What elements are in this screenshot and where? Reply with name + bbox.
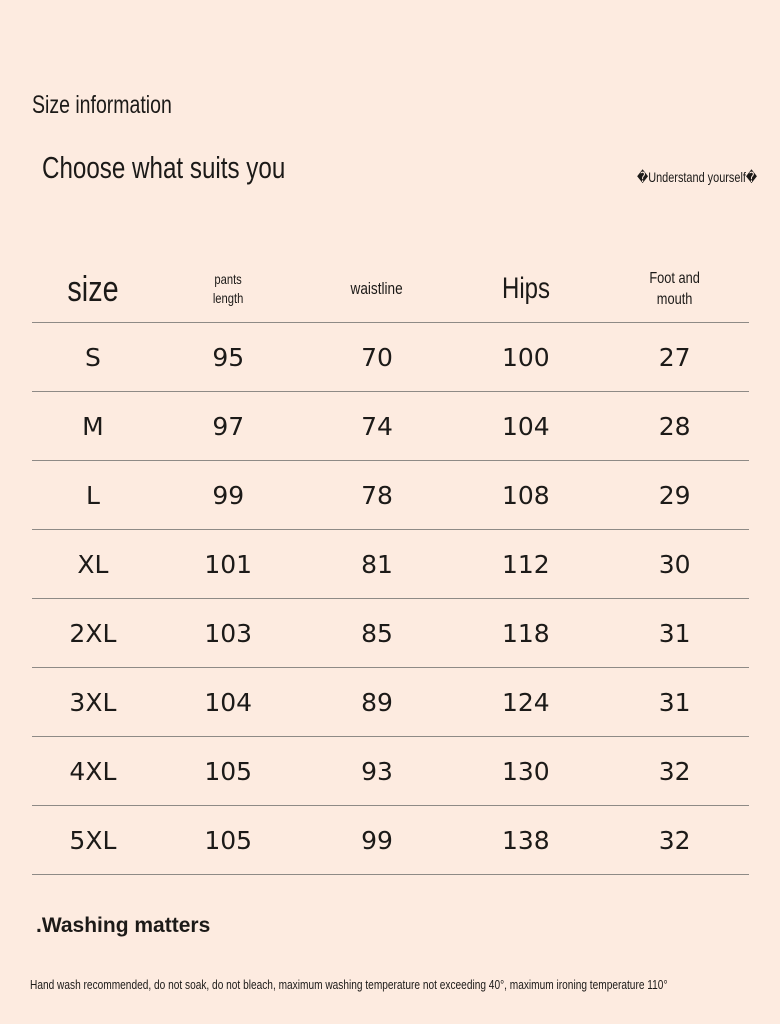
table-cell: 101 <box>204 549 253 579</box>
table-cell: 3XL <box>69 687 117 717</box>
table-row: 3XL 104 89 124 31 <box>32 668 749 737</box>
table-cell: M <box>82 411 104 441</box>
table-row: 4XL 105 93 130 32 <box>32 737 749 806</box>
column-header: Foot and mouth <box>649 269 700 308</box>
table-cell: 104 <box>501 411 550 441</box>
table-cell: L <box>85 480 100 510</box>
table-cell: 74 <box>361 411 393 441</box>
column-header: Hips <box>501 271 550 305</box>
table-row: 2XL 103 85 118 31 <box>32 599 749 668</box>
table-cell: 97 <box>212 411 245 441</box>
table-cell: 78 <box>361 480 393 510</box>
table-cell: 100 <box>501 342 550 372</box>
table-cell: 81 <box>361 549 393 579</box>
table-cell: 124 <box>501 687 550 717</box>
table-cell: 4XL <box>69 756 117 786</box>
section-title: Size information <box>32 91 172 119</box>
table-cell: S <box>84 342 101 372</box>
table-cell: 28 <box>658 411 691 441</box>
table-row: XL 101 81 112 30 <box>32 530 749 599</box>
table-cell: 32 <box>658 825 691 855</box>
table-cell: 31 <box>658 618 691 648</box>
table-header: size pants length waistline Hips Foot an… <box>32 255 749 323</box>
table-cell: 27 <box>658 342 691 372</box>
table-cell: 29 <box>658 480 691 510</box>
table-cell: 2XL <box>69 618 117 648</box>
washing-title: .Washing matters <box>36 914 211 937</box>
table-cell: 108 <box>501 480 550 510</box>
table-cell: 32 <box>658 756 691 786</box>
table-row: M 97 74 104 28 <box>32 392 749 461</box>
table-cell: 104 <box>204 687 253 717</box>
table-cell: 105 <box>204 825 253 855</box>
table-cell: 95 <box>212 342 245 372</box>
table-cell: 103 <box>204 618 253 648</box>
size-table: size pants length waistline Hips Foot an… <box>32 255 749 875</box>
washing-text: Hand wash recommended, do not soak, do n… <box>30 977 668 992</box>
table-cell: 31 <box>658 687 691 717</box>
table-cell: 130 <box>501 756 550 786</box>
table-cell: 118 <box>501 618 550 648</box>
table-row: S 95 70 100 27 <box>32 323 749 392</box>
table-row: L 99 78 108 29 <box>32 461 749 530</box>
table-cell: 89 <box>361 687 393 717</box>
table-cell: 93 <box>361 756 393 786</box>
column-header: size <box>67 267 119 309</box>
table-row: 5XL 105 99 138 32 <box>32 806 749 875</box>
column-header: waistline <box>350 278 404 298</box>
table-cell: 138 <box>501 825 550 855</box>
column-header: pants length <box>212 270 244 306</box>
table-cell: 99 <box>361 825 393 855</box>
table-cell: 30 <box>658 549 691 579</box>
table-cell: XL <box>77 549 109 579</box>
subtitle: Choose what suits you <box>42 150 286 185</box>
table-cell: 70 <box>361 342 393 372</box>
table-cell: 99 <box>212 480 245 510</box>
table-cell: 5XL <box>69 825 117 855</box>
table-cell: 112 <box>501 549 550 579</box>
table-cell: 85 <box>361 618 393 648</box>
table-cell: 105 <box>204 756 253 786</box>
note: �Understand yourself� <box>637 169 758 185</box>
